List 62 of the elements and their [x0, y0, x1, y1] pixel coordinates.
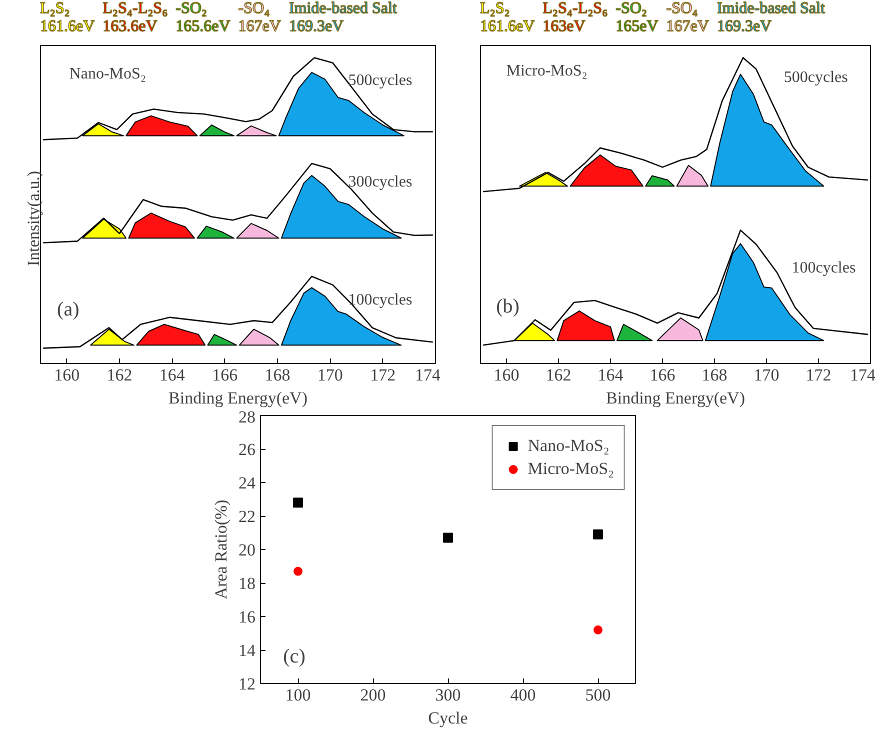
- text: -SO₄ 167eV: [238, 0, 281, 36]
- point: [443, 532, 453, 543]
- x-tick-label: 170: [317, 366, 343, 384]
- x-tick-label: 172: [806, 366, 832, 384]
- x-tick-label: 160: [54, 366, 80, 384]
- x-tick-label: 300: [435, 686, 461, 704]
- text: L₂S₄-L₂S₆ 163.6eV: [102, 0, 168, 36]
- legend-label: Nano-MoS₂: [528, 436, 610, 456]
- x-tick-label: 162: [106, 366, 132, 384]
- annotation: 100cycles: [792, 260, 856, 277]
- x-tick-label: 160: [494, 366, 520, 384]
- x-tick-label: 400: [510, 686, 536, 704]
- text: L₂S₄-L₂S₆ 163eV: [542, 0, 608, 36]
- y-tick-label: 18: [238, 574, 256, 593]
- y-tick-label: 12: [238, 674, 256, 694]
- y-axis-title: Intensity(a.u.): [24, 170, 43, 266]
- x-tick-label: 166: [650, 366, 676, 384]
- x-tick-label: 170: [754, 366, 780, 384]
- text: -SO₂ 165eV: [616, 0, 658, 36]
- annotation: (b): [496, 295, 520, 318]
- text: L₂S₂ 161.6eV: [480, 0, 535, 36]
- x-tick-label: 200: [360, 686, 386, 704]
- y-tick-label: 24: [238, 474, 256, 492]
- x-tick-label: 166: [212, 366, 238, 384]
- annotation: 500cycles: [784, 68, 848, 86]
- x-tick-label: 174: [850, 366, 875, 384]
- x-axis-title: Cycle: [428, 708, 468, 728]
- annotation: (c): [283, 646, 306, 668]
- y-tick-label: 14: [238, 641, 256, 660]
- y-tick-label: 16: [238, 608, 256, 626]
- text: -SO₄ 167eV: [666, 0, 709, 36]
- x-tick-label: 174: [415, 366, 441, 384]
- x-axis-title: Binding Energy(eV): [168, 388, 308, 408]
- y-tick-label: 20: [238, 540, 256, 560]
- point: [593, 529, 603, 540]
- x-tick-label: 162: [546, 366, 572, 384]
- y-tick-label: 26: [238, 440, 256, 459]
- text: Imide-based Salt 169.3eV: [288, 0, 397, 36]
- point: [294, 566, 302, 576]
- point: [594, 625, 602, 634]
- x-tick-label: 172: [370, 366, 396, 384]
- x-tick-label: 100: [285, 686, 311, 704]
- annotation: Nano-MoS₂: [69, 66, 146, 83]
- text: -SO₂ 165.6eV: [176, 0, 230, 36]
- x-tick-label: 164: [598, 366, 624, 384]
- annotation: 100cycles: [348, 291, 412, 308]
- point: [293, 498, 303, 508]
- x-tick-label: 168: [702, 366, 728, 384]
- y-tick-label: 22: [238, 507, 256, 526]
- annotation: 300cycles: [348, 174, 412, 191]
- text: Imide-based Salt 169.3eV: [716, 0, 825, 36]
- annotation: (a): [57, 298, 80, 320]
- x-axis-title: Binding Energy(eV): [606, 388, 745, 408]
- annotation: 500cycles: [348, 72, 412, 89]
- y-axis-title: Area Ratio(%): [212, 500, 230, 600]
- y-tick-label: 28: [238, 408, 256, 426]
- text: L₂S₂ 161.6eV: [40, 0, 95, 36]
- x-tick-label: 500: [585, 686, 611, 704]
- legend-label: Micro-MoS₂: [528, 459, 614, 479]
- x-tick-label: 164: [159, 366, 186, 384]
- annotation: Micro-MoS₂: [506, 62, 588, 80]
- x-tick-label: 168: [264, 366, 290, 384]
